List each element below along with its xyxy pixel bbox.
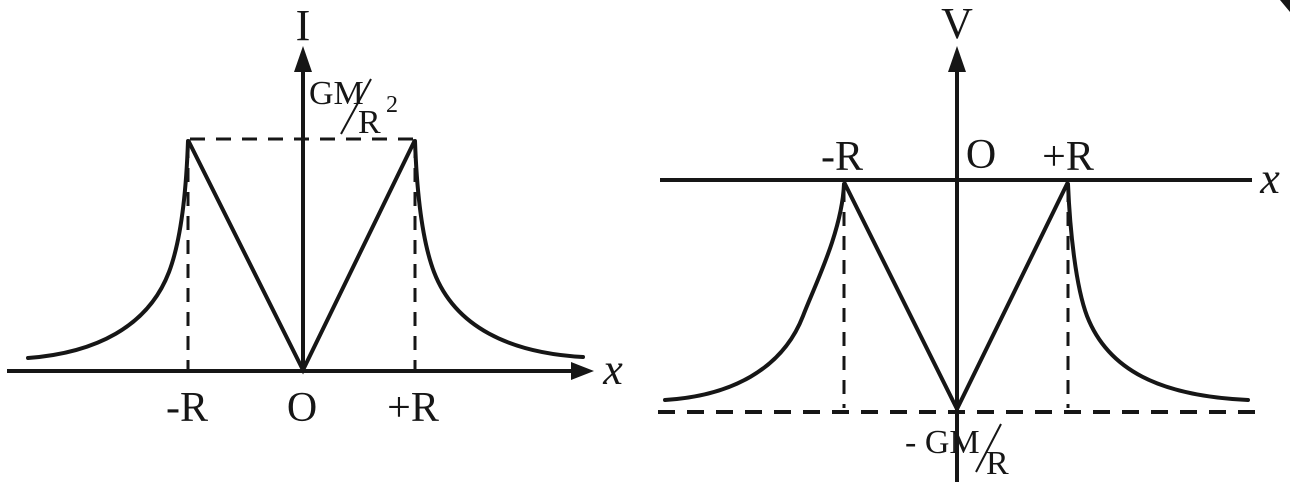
potential-curve-outer-right	[1066, 182, 1250, 402]
potential-y-axis-label: V	[941, 0, 973, 48]
potential-curve-inner-v	[842, 181, 1070, 414]
potential-y-axis-arrow-icon	[948, 46, 966, 72]
intensity-tick-plus-r: +R	[387, 385, 439, 431]
potential-min-numerator: - GM	[905, 424, 980, 461]
potential-tick-plus-r: +R	[1042, 134, 1094, 180]
intensity-tick-origin: O	[287, 385, 317, 431]
intensity-x-axis-label: x	[602, 345, 623, 394]
intensity-y-axis-arrow-icon	[294, 46, 312, 72]
intensity-tick-minus-r: -R	[166, 385, 208, 431]
intensity-fraction-slash	[340, 78, 372, 135]
intensity-curve-outer-left	[26, 139, 190, 360]
potential-tick-origin: O	[966, 132, 996, 178]
potential-fraction-slash	[975, 423, 1002, 473]
intensity-y-axis-label: I	[296, 1, 311, 50]
potential-x-axis-label: x	[1259, 154, 1280, 203]
potential-tick-minus-r: -R	[821, 134, 863, 180]
intensity-chart	[7, 46, 594, 380]
intensity-curve-outer-right	[413, 139, 585, 359]
intensity-peak-denominator: R	[358, 104, 381, 141]
intensity-curve-inner-v	[186, 139, 417, 375]
intensity-x-axis-arrow-icon	[571, 362, 594, 380]
intensity-peak-numerator: GM	[309, 75, 364, 112]
potential-curve-outer-left	[663, 182, 846, 402]
intensity-peak-exponent: 2	[386, 92, 398, 118]
corner-crop-artifact	[1280, 0, 1290, 12]
potential-chart	[658, 46, 1256, 482]
potential-min-denominator: R	[986, 445, 1009, 482]
